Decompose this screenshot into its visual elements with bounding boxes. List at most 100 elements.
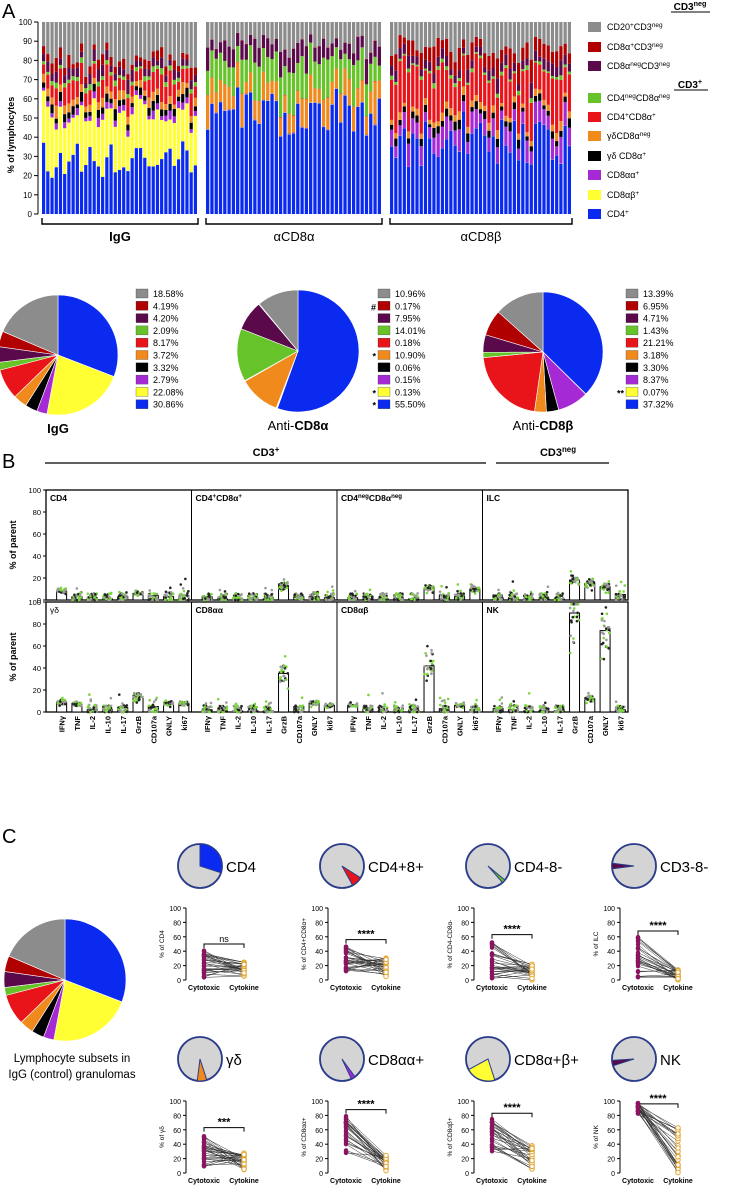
data-point [125, 595, 128, 598]
data-point [182, 594, 186, 597]
bar-segment [304, 73, 309, 99]
data-point [132, 695, 136, 699]
cytotoxic-point [489, 1144, 495, 1150]
bar-segment [461, 55, 466, 87]
bar-segment [411, 55, 415, 64]
bar-segment [58, 22, 63, 48]
bar-segment [172, 165, 176, 214]
bar-segment [457, 129, 461, 152]
data-point [528, 598, 532, 602]
data-point [154, 710, 157, 714]
bar-segment [160, 102, 164, 110]
y-tick-label: 0 [177, 1171, 181, 1178]
data-point [576, 611, 579, 615]
bar-segment [138, 94, 143, 99]
bar-segment [181, 68, 185, 83]
bar-segment [101, 79, 105, 98]
bar-segment [402, 102, 406, 107]
bar-segment [559, 46, 563, 61]
bar-segment [559, 121, 563, 131]
significance-bracket [637, 930, 679, 936]
data-point [545, 710, 549, 714]
data-point [296, 706, 300, 709]
data-point [327, 596, 330, 599]
bar-segment [164, 22, 168, 67]
y-tick-label: 100 [28, 598, 41, 607]
pie-slice [497, 291, 544, 353]
bar-segment [181, 141, 185, 214]
data-point [411, 704, 415, 708]
data-point [255, 593, 258, 597]
pie-legend-swatch [377, 362, 391, 372]
pie-legend-swatch [377, 387, 391, 397]
y-tick-label: 0 [319, 978, 323, 985]
bar-segment [50, 22, 54, 64]
bar-segment [147, 108, 151, 116]
bar-segment [46, 71, 50, 75]
bar-segment [63, 128, 67, 174]
bar-segment [109, 75, 113, 92]
cytotoxic-point [489, 966, 495, 971]
y-axis-label: % of CD8αβ+ [447, 1117, 454, 1156]
bar-segment [419, 146, 423, 166]
bar-segment [160, 47, 164, 58]
bar-segment [210, 22, 214, 40]
bar-segment [122, 90, 126, 100]
data-point [152, 592, 155, 595]
bar-segment [483, 105, 487, 112]
data-point [293, 710, 296, 714]
data-point [293, 593, 297, 597]
category-label: IL-2 [234, 716, 243, 729]
bar-segment [487, 137, 491, 152]
bar-segment [546, 22, 550, 46]
data-point [121, 705, 124, 708]
legend-head-cd3pos: CD3+ [678, 77, 702, 92]
significance-mark: ** [617, 388, 625, 398]
data-point [323, 704, 327, 708]
bar-segment [296, 62, 300, 91]
data-point [217, 595, 221, 599]
paired-line [203, 954, 245, 965]
data-point [352, 704, 356, 708]
bar-segment [567, 146, 571, 214]
paired-line [345, 964, 387, 968]
data-point [134, 697, 138, 700]
bar-segment [54, 71, 58, 83]
data-point [605, 645, 608, 648]
paired-line [491, 1138, 533, 1164]
data-point [89, 710, 92, 714]
data-point [201, 594, 205, 598]
subset-pie-slice [196, 1058, 208, 1082]
bar-segment [143, 68, 147, 77]
cytotoxic-point [201, 1149, 207, 1154]
bar-segment [193, 67, 197, 75]
y-tick-label: 100 [169, 1099, 181, 1106]
bar-segment [236, 62, 240, 88]
pie-percentage: 4.20% [153, 314, 179, 324]
bar-segment [155, 88, 160, 95]
y-tick-label: 80 [173, 920, 181, 927]
bar-segment [567, 53, 571, 64]
data-point [221, 710, 225, 714]
superscript: neg [358, 493, 369, 500]
bar-segment [474, 101, 478, 110]
bar-segment [105, 157, 109, 214]
paired-line [203, 1139, 245, 1168]
data-point [154, 592, 158, 596]
bar-segment [419, 138, 423, 147]
bar-segment [508, 122, 512, 132]
text-span: CD8α [636, 93, 659, 103]
data-point [348, 703, 352, 707]
data-point [284, 678, 288, 682]
bar-segment [63, 105, 67, 115]
data-point [165, 594, 169, 597]
data-point [569, 634, 572, 638]
y-tick-label: 0 [611, 978, 615, 985]
data-point [440, 584, 443, 588]
bar-segment [164, 115, 168, 122]
bar-segment [402, 53, 406, 56]
significance-bracket [345, 939, 387, 944]
data-point [299, 705, 303, 708]
subset-title: CD4 [226, 859, 256, 876]
pie-percentage: 18.58% [153, 289, 184, 299]
